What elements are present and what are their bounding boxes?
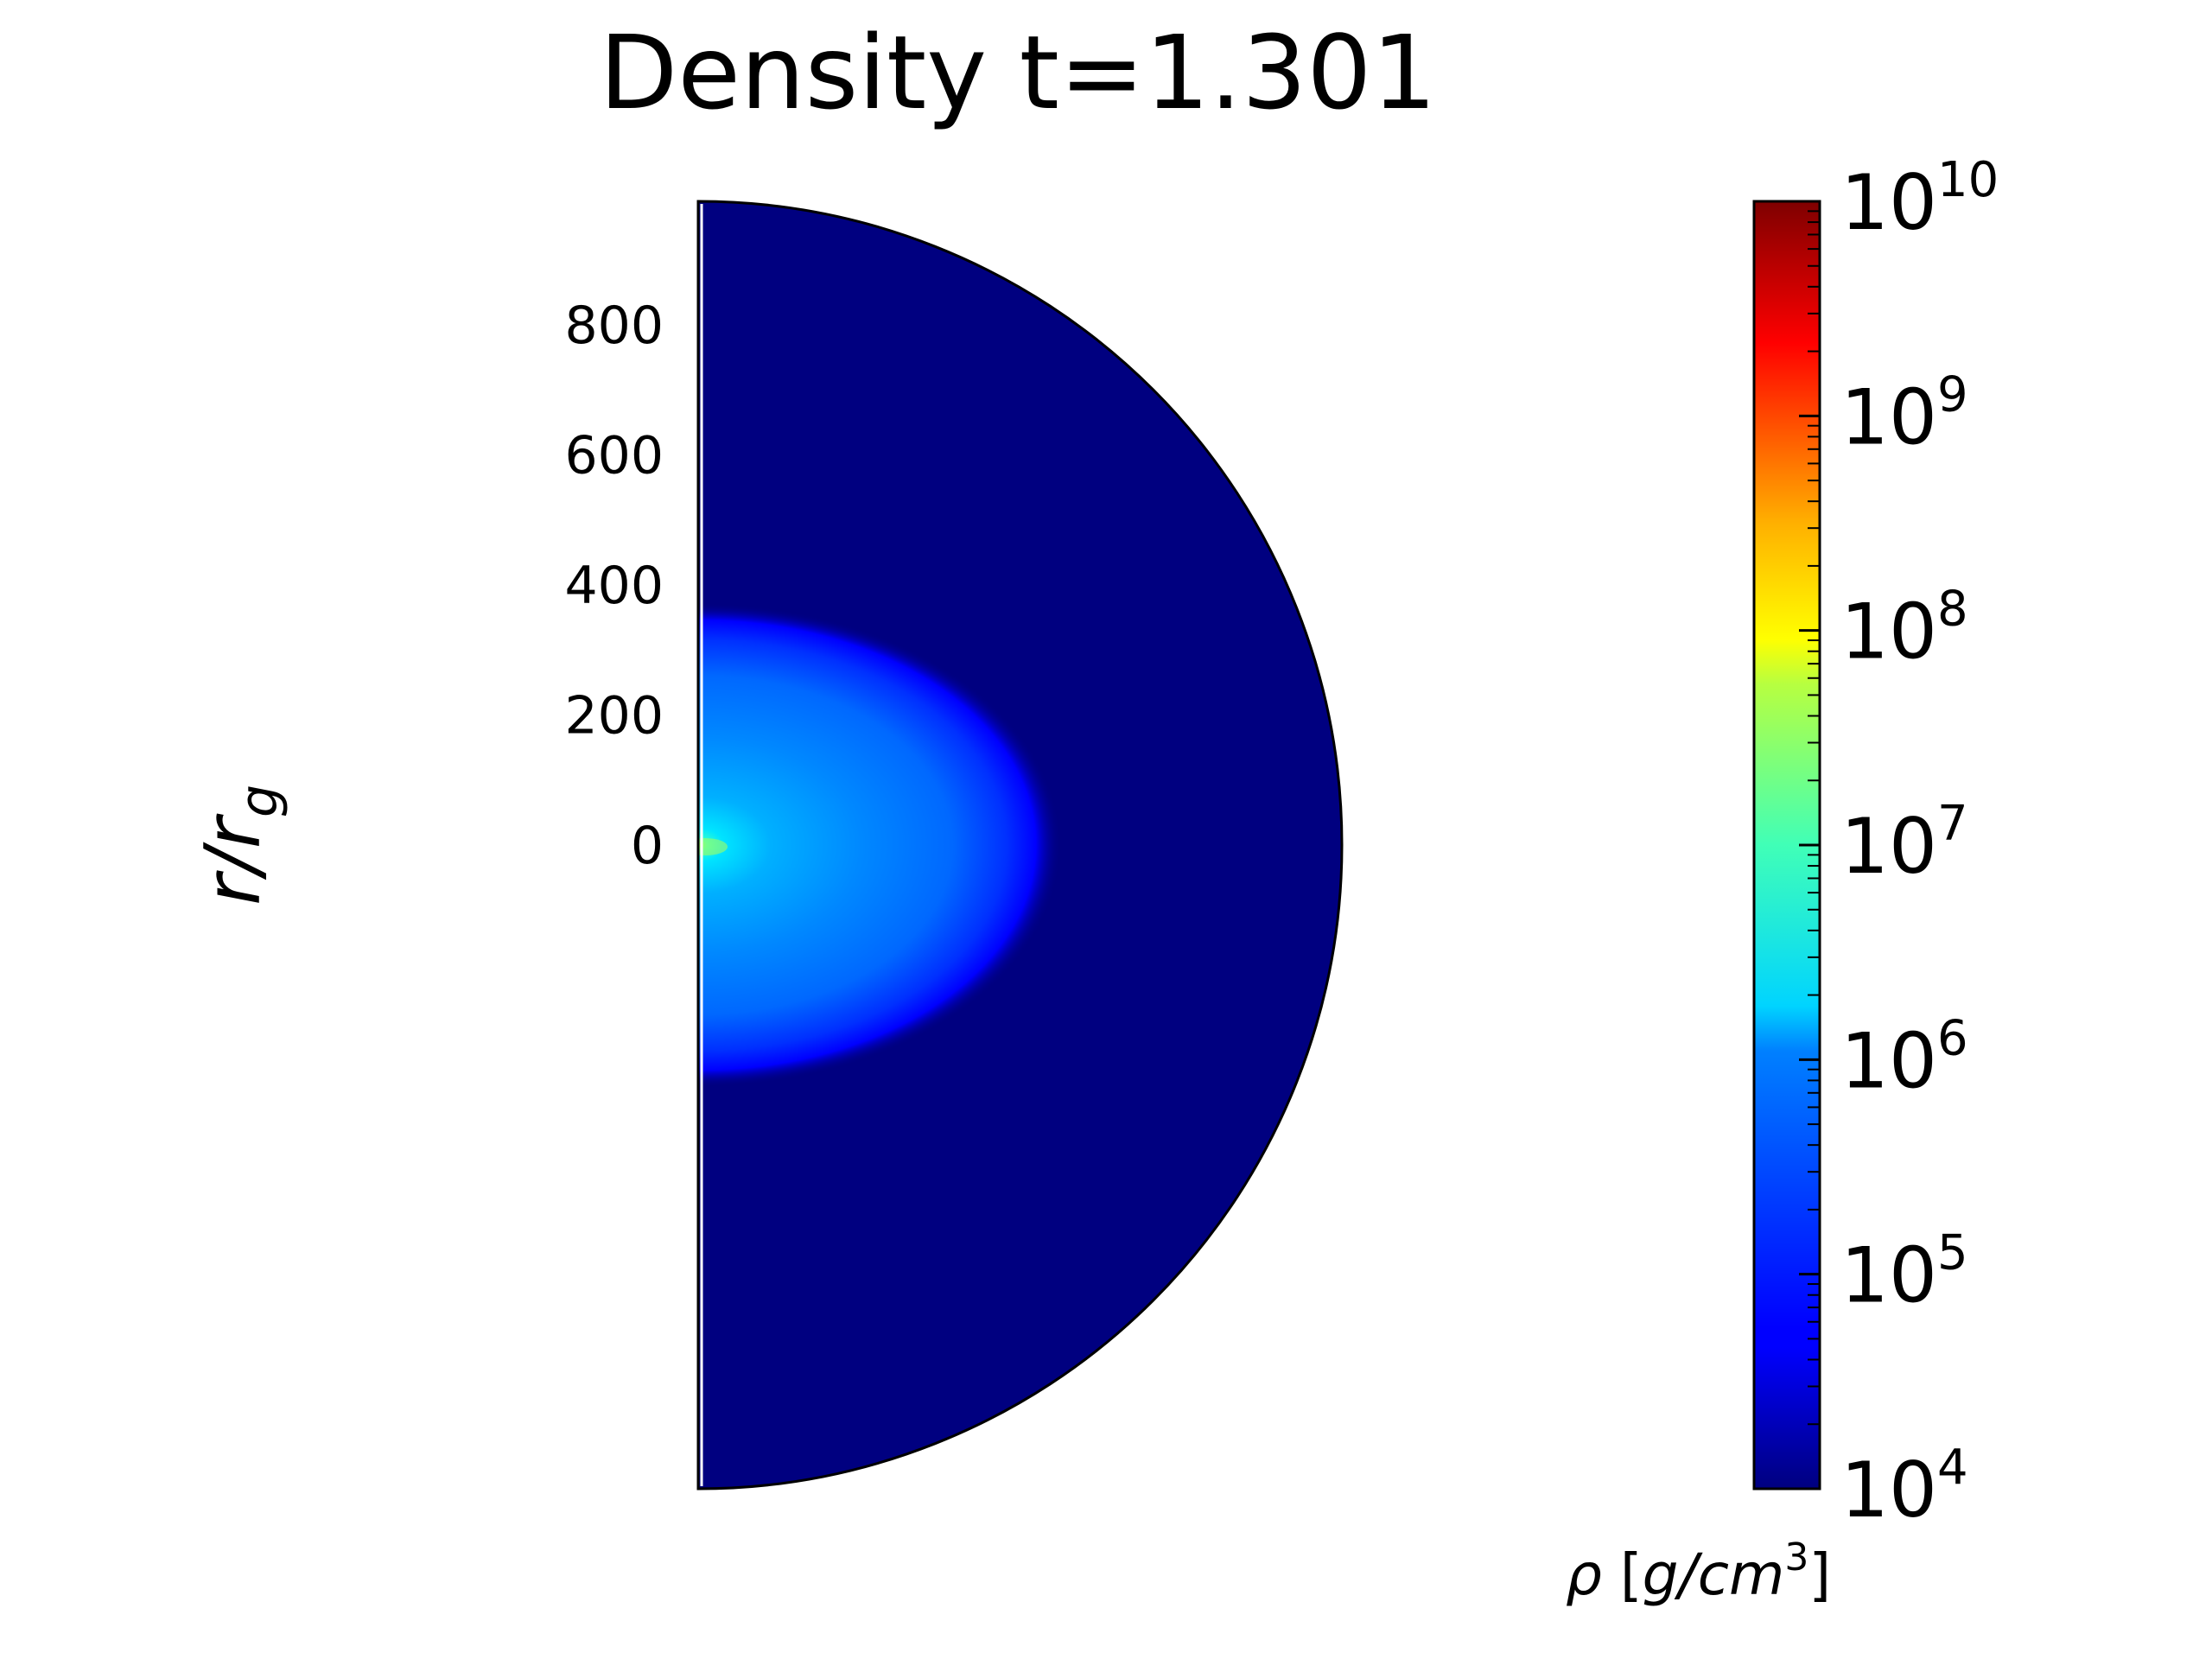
half-disk-outline (696, 200, 1344, 1491)
y-tick-label: 600 (564, 425, 664, 486)
colorbar-tick-label: 106 (1840, 1010, 1968, 1105)
colorbar-label: ρ [g/cm3] (1566, 1535, 1831, 1608)
colorbar-tick-label: 104 (1840, 1440, 1968, 1535)
y-axis-label: r/rg (188, 785, 289, 906)
colorbar-tick-label: 107 (1840, 796, 1968, 891)
heatmap-plot-area (696, 200, 1344, 1491)
colorbar-tick-labels: 104 105 106 107 108 109 1010 (1799, 152, 1999, 1535)
svg-text:r/rg: r/rg (188, 785, 289, 906)
y-tick-label: 800 (564, 296, 664, 356)
colorbar-tick-label: 108 (1840, 582, 1968, 677)
y-tick-labels: 0 200 400 600 800 (564, 296, 664, 876)
colorbar: 104 105 106 107 108 109 1010 ρ [g/cm3] (1566, 152, 1999, 1608)
dense-core-blob (698, 603, 1061, 1087)
colorbar-minor-ticks (1808, 210, 1820, 1426)
colorbar-tick-label: 109 (1840, 366, 1968, 461)
y-tick-label: 200 (564, 685, 664, 746)
core-bright-spot (698, 838, 728, 855)
y-tick-label: 400 (564, 556, 664, 616)
chart-title: Density t=1.301 (599, 13, 1436, 132)
y-tick-label: 0 (631, 816, 664, 876)
colorbar-tick-label: 105 (1840, 1225, 1968, 1320)
colorbar-tick-label: 1010 (1840, 152, 1999, 247)
